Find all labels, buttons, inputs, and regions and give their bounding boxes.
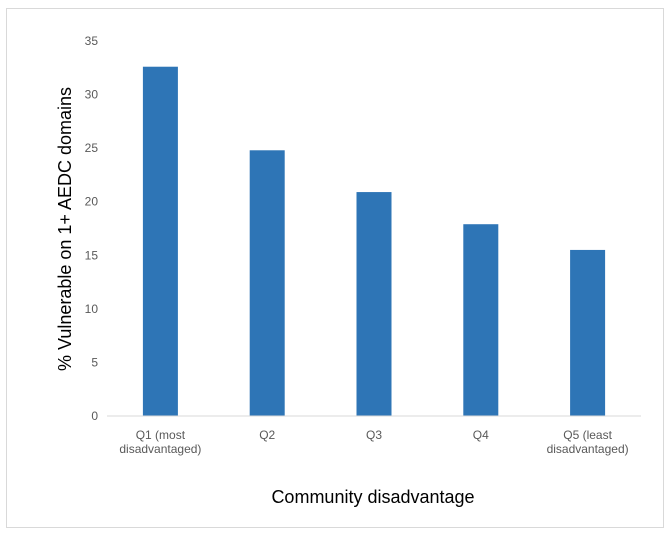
x-axis-ticks: Q1 (most disadvantaged) Q2 Q3 Q4 Q5 (least dis… bbox=[119, 428, 628, 456]
y-tick-label: 10 bbox=[85, 302, 99, 316]
y-tick-label: 20 bbox=[85, 195, 99, 209]
bar-1 bbox=[142, 66, 178, 416]
chart-frame: 0 5 10 15 20 25 30 35 Q1 (most disadvantaged) Q2 Q… bbox=[6, 8, 664, 528]
x-tick-label: Q3 bbox=[366, 428, 382, 442]
bar-4 bbox=[463, 224, 499, 416]
y-tick-label: 15 bbox=[85, 248, 99, 262]
bar-2 bbox=[249, 150, 285, 417]
x-tick-label: Q1 (most disadvantaged) bbox=[119, 428, 201, 456]
x-tick-label: Q2 bbox=[259, 428, 275, 442]
bars bbox=[142, 66, 606, 417]
y-tick-label: 25 bbox=[85, 141, 99, 155]
y-axis-ticks: 0 5 10 15 20 25 30 35 bbox=[85, 34, 99, 423]
x-tick-label: Q4 bbox=[473, 428, 489, 442]
bar-3 bbox=[356, 192, 392, 416]
x-axis-title: Community disadvantage bbox=[271, 487, 474, 507]
y-tick-label: 35 bbox=[85, 34, 99, 48]
y-axis-title: % Vulnerable on 1+ AEDC domains bbox=[55, 87, 75, 371]
y-tick-label: 0 bbox=[91, 409, 98, 423]
bar-5 bbox=[570, 249, 606, 416]
y-tick-label: 30 bbox=[85, 88, 99, 102]
y-tick-label: 5 bbox=[91, 355, 98, 369]
x-tick-label: Q5 (least disadvantaged) bbox=[547, 428, 629, 456]
